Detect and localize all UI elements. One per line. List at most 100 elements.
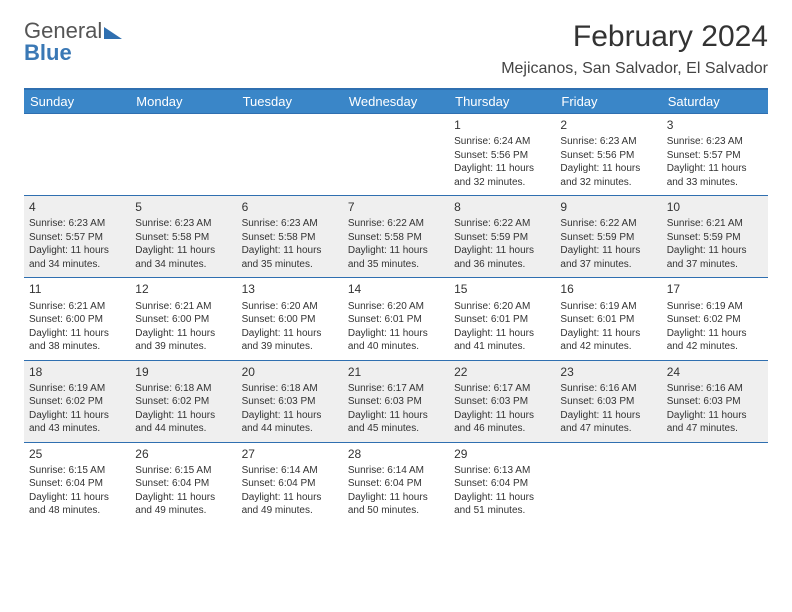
calendar-cell: 1Sunrise: 6:24 AMSunset: 5:56 PMDaylight…: [449, 114, 555, 196]
sunrise-text: Sunrise: 6:17 AM: [454, 382, 550, 396]
sunrise-text: Sunrise: 6:19 AM: [560, 300, 656, 314]
day-number: 27: [242, 446, 338, 462]
daylight-text: Daylight: 11 hours: [29, 491, 125, 505]
day-number: 26: [135, 446, 231, 462]
sunset-text: Sunset: 6:00 PM: [135, 313, 231, 327]
daylight-text: Daylight: 11 hours: [454, 162, 550, 176]
daylight-text: and 37 minutes.: [560, 258, 656, 272]
day-header: Monday: [130, 89, 236, 114]
day-header: Saturday: [662, 89, 768, 114]
daylight-text: Daylight: 11 hours: [242, 244, 338, 258]
daylight-text: Daylight: 11 hours: [667, 162, 763, 176]
daylight-text: Daylight: 11 hours: [135, 327, 231, 341]
day-number: 25: [29, 446, 125, 462]
day-number: 13: [242, 281, 338, 297]
brand-logo: General Blue: [24, 20, 122, 64]
calendar-cell: 6Sunrise: 6:23 AMSunset: 5:58 PMDaylight…: [237, 196, 343, 278]
sunset-text: Sunset: 6:01 PM: [454, 313, 550, 327]
daylight-text: Daylight: 11 hours: [348, 244, 444, 258]
daylight-text: Daylight: 11 hours: [454, 327, 550, 341]
sunset-text: Sunset: 6:04 PM: [242, 477, 338, 491]
calendar-cell: 9Sunrise: 6:22 AMSunset: 5:59 PMDaylight…: [555, 196, 661, 278]
daylight-text: and 45 minutes.: [348, 422, 444, 436]
daylight-text: Daylight: 11 hours: [667, 244, 763, 258]
day-number: 3: [667, 117, 763, 133]
calendar-week-row: 25Sunrise: 6:15 AMSunset: 6:04 PMDayligh…: [24, 442, 768, 524]
calendar-cell: [662, 442, 768, 524]
sunrise-text: Sunrise: 6:23 AM: [29, 217, 125, 231]
daylight-text: Daylight: 11 hours: [454, 409, 550, 423]
daylight-text: and 51 minutes.: [454, 504, 550, 518]
brand-line2: Blue: [24, 42, 122, 64]
calendar-cell: 10Sunrise: 6:21 AMSunset: 5:59 PMDayligh…: [662, 196, 768, 278]
daylight-text: and 32 minutes.: [454, 176, 550, 190]
brand-line1: General: [24, 20, 102, 42]
day-number: 6: [242, 199, 338, 215]
calendar-cell: 11Sunrise: 6:21 AMSunset: 6:00 PMDayligh…: [24, 278, 130, 360]
sunset-text: Sunset: 6:01 PM: [348, 313, 444, 327]
day-number: 24: [667, 364, 763, 380]
day-number: 29: [454, 446, 550, 462]
sunrise-text: Sunrise: 6:15 AM: [29, 464, 125, 478]
sunset-text: Sunset: 5:58 PM: [135, 231, 231, 245]
sunrise-text: Sunrise: 6:22 AM: [454, 217, 550, 231]
sunrise-text: Sunrise: 6:22 AM: [560, 217, 656, 231]
daylight-text: and 32 minutes.: [560, 176, 656, 190]
daylight-text: and 34 minutes.: [29, 258, 125, 272]
calendar-cell: 4Sunrise: 6:23 AMSunset: 5:57 PMDaylight…: [24, 196, 130, 278]
daylight-text: and 39 minutes.: [135, 340, 231, 354]
day-number: 17: [667, 281, 763, 297]
month-title: February 2024: [501, 20, 768, 54]
calendar-table: Sunday Monday Tuesday Wednesday Thursday…: [24, 88, 768, 524]
sunrise-text: Sunrise: 6:21 AM: [667, 217, 763, 231]
calendar-cell: 27Sunrise: 6:14 AMSunset: 6:04 PMDayligh…: [237, 442, 343, 524]
title-block: February 2024 Mejicanos, San Salvador, E…: [501, 20, 768, 78]
sunrise-text: Sunrise: 6:24 AM: [454, 135, 550, 149]
calendar-cell: 3Sunrise: 6:23 AMSunset: 5:57 PMDaylight…: [662, 114, 768, 196]
daylight-text: and 44 minutes.: [242, 422, 338, 436]
daylight-text: Daylight: 11 hours: [454, 491, 550, 505]
sunset-text: Sunset: 6:03 PM: [348, 395, 444, 409]
daylight-text: and 37 minutes.: [667, 258, 763, 272]
daylight-text: and 46 minutes.: [454, 422, 550, 436]
daylight-text: and 47 minutes.: [560, 422, 656, 436]
daylight-text: Daylight: 11 hours: [135, 409, 231, 423]
calendar-cell: 21Sunrise: 6:17 AMSunset: 6:03 PMDayligh…: [343, 360, 449, 442]
daylight-text: and 49 minutes.: [242, 504, 338, 518]
calendar-cell: [555, 442, 661, 524]
calendar-cell: 14Sunrise: 6:20 AMSunset: 6:01 PMDayligh…: [343, 278, 449, 360]
day-number: 11: [29, 281, 125, 297]
sunset-text: Sunset: 6:03 PM: [242, 395, 338, 409]
daylight-text: Daylight: 11 hours: [242, 327, 338, 341]
sunset-text: Sunset: 6:02 PM: [29, 395, 125, 409]
calendar-cell: 13Sunrise: 6:20 AMSunset: 6:00 PMDayligh…: [237, 278, 343, 360]
daylight-text: Daylight: 11 hours: [560, 409, 656, 423]
calendar-cell: [237, 114, 343, 196]
sunrise-text: Sunrise: 6:23 AM: [242, 217, 338, 231]
daylight-text: and 43 minutes.: [29, 422, 125, 436]
day-header: Thursday: [449, 89, 555, 114]
calendar-week-row: 4Sunrise: 6:23 AMSunset: 5:57 PMDaylight…: [24, 196, 768, 278]
day-number: 18: [29, 364, 125, 380]
daylight-text: Daylight: 11 hours: [29, 327, 125, 341]
daylight-text: Daylight: 11 hours: [242, 491, 338, 505]
daylight-text: Daylight: 11 hours: [667, 409, 763, 423]
day-number: 22: [454, 364, 550, 380]
day-header: Wednesday: [343, 89, 449, 114]
calendar-cell: [130, 114, 236, 196]
sunset-text: Sunset: 6:00 PM: [29, 313, 125, 327]
sunrise-text: Sunrise: 6:17 AM: [348, 382, 444, 396]
sunrise-text: Sunrise: 6:19 AM: [667, 300, 763, 314]
daylight-text: Daylight: 11 hours: [135, 244, 231, 258]
daylight-text: Daylight: 11 hours: [454, 244, 550, 258]
day-number: 19: [135, 364, 231, 380]
sunset-text: Sunset: 6:02 PM: [667, 313, 763, 327]
location-subtitle: Mejicanos, San Salvador, El Salvador: [501, 60, 768, 78]
calendar-week-row: 11Sunrise: 6:21 AMSunset: 6:00 PMDayligh…: [24, 278, 768, 360]
calendar-cell: 20Sunrise: 6:18 AMSunset: 6:03 PMDayligh…: [237, 360, 343, 442]
sunset-text: Sunset: 5:57 PM: [667, 149, 763, 163]
daylight-text: Daylight: 11 hours: [348, 491, 444, 505]
sunrise-text: Sunrise: 6:20 AM: [242, 300, 338, 314]
day-number: 2: [560, 117, 656, 133]
daylight-text: Daylight: 11 hours: [29, 244, 125, 258]
